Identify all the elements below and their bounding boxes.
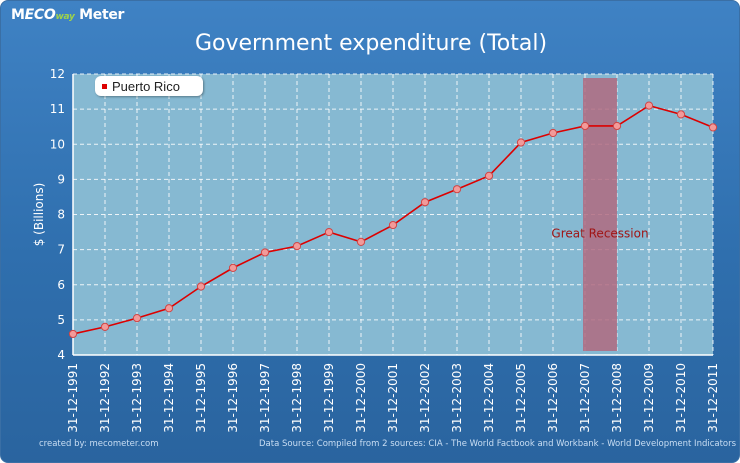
x-tick-label: 31-12-2008 [610, 363, 624, 433]
x-tick-label: 31-12-2003 [450, 363, 464, 433]
data-point [580, 121, 590, 131]
x-tick-label: 31-12-2001 [386, 363, 400, 433]
legend: Puerto Rico [95, 76, 203, 96]
y-tick-label: 5 [57, 313, 65, 327]
footer-source: Data Source: Compiled from 2 sources: CI… [259, 439, 737, 449]
chart-title: Government expenditure (Total) [194, 31, 548, 56]
data-point [324, 227, 334, 237]
x-tick-label: 31-12-1999 [322, 363, 336, 433]
x-tick-label: 31-12-1993 [130, 363, 144, 433]
y-axis-label: $ (Billions) [32, 183, 46, 247]
y-tick-label: 12 [50, 67, 65, 81]
data-point [196, 282, 206, 291]
data-point [484, 171, 494, 180]
x-tick-label: 31-12-2007 [578, 363, 592, 433]
x-tick-label: 31-12-2004 [482, 363, 496, 433]
x-tick-label: 31-12-2011 [706, 363, 720, 433]
y-tick-label: 7 [57, 243, 65, 257]
legend-swatch [102, 83, 107, 89]
data-point [516, 138, 526, 147]
x-tick-label: 31-12-2006 [546, 363, 560, 433]
data-point [708, 123, 718, 132]
data-point [132, 314, 142, 323]
x-tick-label: 31-12-2009 [642, 363, 656, 433]
legend-label: Puerto Rico [112, 78, 180, 94]
x-tick-label: 31-12-2000 [354, 363, 368, 433]
y-tick-label: 6 [57, 278, 65, 292]
recession-band [583, 78, 617, 351]
y-tick-label: 11 [50, 102, 65, 116]
x-tick-label: 31-12-1995 [194, 363, 208, 433]
data-point [292, 242, 302, 251]
data-point [420, 198, 430, 207]
x-tick-label: 31-12-1996 [226, 363, 240, 433]
data-point [452, 185, 462, 194]
x-tick-label: 31-12-1991 [66, 363, 80, 433]
data-point [388, 220, 398, 230]
mecometer-logo[interactable]: MECOway Meter [11, 7, 125, 23]
data-point [228, 263, 238, 272]
data-point [164, 304, 174, 313]
data-point [676, 110, 686, 119]
y-tick-label: 4 [57, 348, 65, 362]
data-point [644, 101, 654, 110]
data-point [260, 248, 270, 257]
x-tick-label: 31-12-2005 [514, 363, 528, 433]
data-point [100, 322, 110, 331]
data-point [356, 237, 366, 246]
x-tick-label: 31-12-1998 [290, 363, 304, 433]
x-tick-label: 31-12-1994 [162, 363, 176, 433]
x-tick-label: 31-12-2010 [674, 363, 688, 433]
footer-credit[interactable]: created by: mecometer.com [39, 439, 159, 449]
recession-label: Great Recession [551, 226, 648, 240]
data-point [68, 329, 78, 339]
data-point [612, 121, 622, 131]
data-point [548, 128, 558, 138]
y-tick-label: 10 [50, 137, 65, 151]
x-tick-label: 31-12-1992 [98, 363, 112, 433]
y-tick-label: 9 [57, 172, 65, 186]
x-tick-label: 31-12-1997 [258, 363, 272, 433]
x-tick-label: 31-12-2002 [418, 363, 432, 433]
y-tick-label: 8 [57, 208, 65, 222]
